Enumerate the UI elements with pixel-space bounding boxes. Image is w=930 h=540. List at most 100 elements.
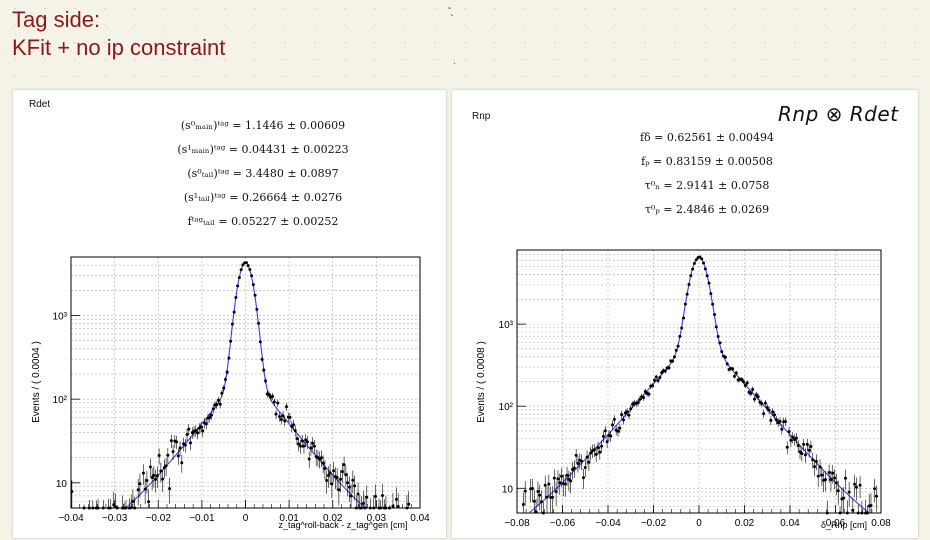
data-point (636, 401, 640, 405)
data-point (391, 504, 395, 508)
data-point (356, 492, 360, 496)
data-point (124, 506, 128, 510)
data-point (773, 413, 777, 417)
data-point (175, 440, 179, 444)
data-point (189, 441, 193, 445)
data-point (671, 359, 675, 363)
data-point (264, 379, 268, 383)
data-point (379, 506, 383, 510)
data-point (82, 506, 86, 510)
data-point (774, 418, 778, 422)
data-point (647, 392, 651, 396)
data-point (627, 413, 631, 417)
data-point (547, 482, 551, 486)
data-point (540, 500, 544, 504)
data-point (321, 461, 325, 465)
data-point (858, 483, 862, 487)
data-point (618, 426, 622, 430)
data-point (387, 506, 391, 510)
x-tick-label: 0.03 (367, 513, 387, 524)
data-point (845, 511, 849, 515)
data-point (405, 506, 409, 510)
data-point (374, 494, 378, 498)
data-point (663, 369, 667, 373)
data-point (351, 478, 355, 482)
data-point (638, 397, 642, 401)
data-point (563, 482, 567, 486)
x-tick-label: −0.03 (102, 513, 128, 524)
data-point (598, 450, 602, 454)
data-point (304, 438, 308, 442)
data-point (827, 471, 831, 475)
data-point (166, 453, 170, 457)
data-point (168, 487, 172, 491)
data-point (305, 440, 309, 444)
data-point (700, 257, 704, 261)
data-point (251, 283, 255, 287)
data-point (532, 499, 536, 503)
x-tick-label: 0.01 (279, 513, 299, 524)
data-point (813, 465, 817, 469)
data-point (157, 454, 161, 458)
data-point (694, 258, 698, 262)
data-point (740, 377, 744, 381)
fit-param: fₚ = 0.83159 ± 0.00508 (641, 155, 773, 168)
data-point (169, 439, 173, 443)
data-point (711, 302, 715, 306)
data-point (232, 310, 236, 314)
data-point (196, 431, 200, 435)
data-point (152, 473, 156, 477)
x-tick-label: 0.02 (323, 513, 343, 524)
data-point (534, 510, 538, 514)
data-point (576, 461, 580, 465)
data-point (753, 397, 757, 401)
data-point (814, 459, 818, 463)
data-point (865, 511, 869, 515)
data-point (818, 465, 822, 469)
data-point (281, 414, 285, 418)
data-point (760, 402, 764, 406)
data-point (796, 444, 800, 448)
data-point (820, 473, 824, 477)
y-tick-label: 10² (499, 402, 514, 413)
data-point (716, 334, 720, 338)
data-point (565, 473, 569, 477)
data-point (363, 506, 367, 510)
data-point (651, 384, 655, 388)
data-point (330, 482, 334, 486)
data-point (550, 495, 554, 499)
data-point (816, 474, 820, 478)
data-point (791, 435, 795, 439)
data-point (833, 476, 837, 480)
data-point (194, 428, 198, 432)
data-point (154, 477, 158, 481)
data-point (112, 503, 116, 507)
data-point (732, 374, 736, 378)
data-point (771, 410, 775, 414)
data-point (309, 446, 313, 450)
data-point (138, 482, 142, 486)
data-point (745, 381, 749, 385)
data-point (718, 341, 722, 345)
data-point (847, 490, 851, 494)
data-point (556, 477, 560, 481)
data-point (734, 371, 738, 375)
data-point (667, 366, 671, 370)
data-point (731, 367, 735, 371)
data-point (629, 407, 633, 411)
data-point (811, 458, 815, 462)
data-point (789, 438, 793, 442)
data-point (538, 493, 542, 497)
data-point (342, 463, 346, 467)
data-point (536, 490, 540, 494)
data-point (749, 391, 753, 395)
data-point (285, 405, 289, 409)
data-point (215, 403, 219, 407)
handwritten-annotation: Rnp ⊗ Rdet (778, 102, 899, 126)
data-point (250, 274, 254, 278)
data-point (323, 467, 327, 471)
data-point (583, 465, 587, 469)
data-point (552, 476, 556, 480)
data-point (271, 394, 275, 398)
data-point (218, 402, 222, 406)
